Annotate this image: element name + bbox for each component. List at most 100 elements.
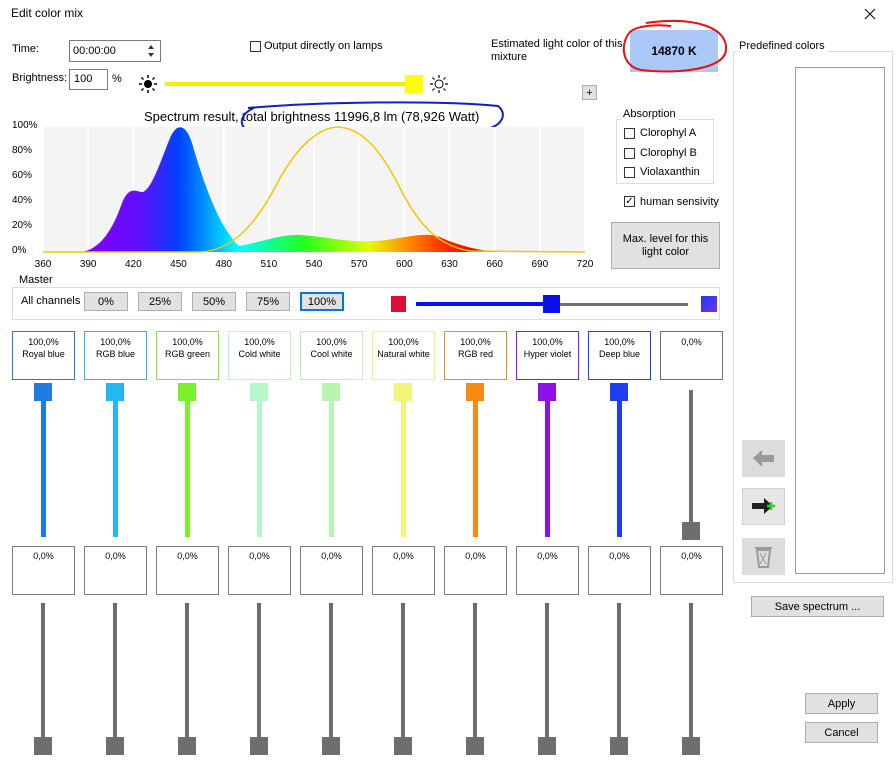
- channel-name: Hyper violet: [523, 349, 572, 359]
- channel-fill[interactable]: [184, 383, 190, 537]
- master-button[interactable]: 100%: [300, 292, 344, 311]
- channel-secondary-box: 0,0%: [12, 546, 75, 595]
- human-checkbox[interactable]: ✓: [624, 196, 635, 207]
- secondary-track[interactable]: [473, 603, 477, 743]
- channel-name: Natural white: [377, 349, 430, 359]
- max-level-button[interactable]: Max. level for this light color: [611, 222, 720, 269]
- blue-swatch: [701, 296, 717, 312]
- channel-handle[interactable]: [178, 383, 196, 401]
- channel-fill[interactable]: [112, 383, 118, 537]
- channel-track[interactable]: [689, 390, 693, 537]
- channel-fill[interactable]: [472, 383, 478, 537]
- close-button[interactable]: [862, 6, 878, 22]
- channel-fill[interactable]: [256, 383, 262, 537]
- absorption-checkbox[interactable]: [624, 147, 635, 159]
- channel-handle[interactable]: [394, 383, 412, 401]
- arrow-left-button[interactable]: [742, 440, 785, 477]
- brightness-input[interactable]: 100: [69, 69, 108, 90]
- channel-handle[interactable]: [538, 383, 556, 401]
- channel-handle[interactable]: [610, 383, 628, 401]
- secondary-track[interactable]: [41, 603, 45, 743]
- x-tick-label: 420: [124, 259, 142, 270]
- secondary-handle[interactable]: [34, 737, 52, 755]
- apply-button[interactable]: Apply: [805, 693, 878, 714]
- absorption-checkbox[interactable]: [624, 167, 635, 178]
- channel-fill[interactable]: [544, 383, 550, 537]
- brightness-slider[interactable]: [165, 82, 415, 86]
- secondary-handle[interactable]: [322, 737, 340, 755]
- channel-handle[interactable]: [466, 383, 484, 401]
- absorption-checkbox[interactable]: [624, 128, 635, 139]
- absorption-title: Absorption: [621, 108, 678, 120]
- secondary-track[interactable]: [113, 603, 117, 743]
- y-tick-label: 80%: [12, 145, 33, 156]
- predefined-title: Predefined colors: [737, 40, 827, 52]
- save-spectrum-button[interactable]: Save spectrum ...: [751, 596, 884, 617]
- time-input[interactable]: 00:00:00: [69, 40, 161, 62]
- secondary-track[interactable]: [257, 603, 261, 743]
- channel-secondary-box: 0,0%: [372, 546, 435, 595]
- secondary-handle[interactable]: [682, 737, 700, 755]
- channel-name: Cool white: [310, 349, 353, 359]
- master-title: Master: [17, 274, 55, 286]
- y-tick-label: 60%: [12, 170, 33, 181]
- channel-fill[interactable]: [400, 383, 406, 537]
- secondary-handle[interactable]: [394, 737, 412, 755]
- secondary-handle[interactable]: [466, 737, 484, 755]
- master-slider-handle[interactable]: [543, 295, 560, 313]
- channel-handle[interactable]: [682, 522, 700, 540]
- master-button[interactable]: 25%: [138, 292, 182, 311]
- add-right-button[interactable]: [742, 488, 785, 525]
- channel-box: 100,0% RGB red: [444, 331, 507, 380]
- predefined-list[interactable]: [795, 67, 885, 574]
- time-spinner[interactable]: [144, 42, 158, 60]
- master-slider-fill[interactable]: [416, 302, 551, 306]
- x-tick-label: 510: [260, 259, 278, 270]
- cancel-button[interactable]: Cancel: [805, 722, 878, 743]
- channel-box: 0,0%: [660, 331, 723, 380]
- master-slider-track[interactable]: [551, 303, 688, 306]
- channel-handle[interactable]: [250, 383, 268, 401]
- channel-handle[interactable]: [34, 383, 52, 401]
- window-title: Edit color mix: [11, 6, 84, 20]
- secondary-handle[interactable]: [250, 737, 268, 755]
- delete-button[interactable]: [742, 538, 785, 575]
- channel-value: 100,0%: [460, 337, 491, 347]
- secondary-handle[interactable]: [178, 737, 196, 755]
- secondary-track[interactable]: [545, 603, 549, 743]
- channel-handle[interactable]: [322, 383, 340, 401]
- x-tick-label: 390: [79, 259, 97, 270]
- secondary-track[interactable]: [329, 603, 333, 743]
- master-button[interactable]: 50%: [192, 292, 236, 311]
- x-tick-label: 630: [441, 259, 458, 270]
- master-button[interactable]: 0%: [84, 292, 128, 311]
- channel-secondary-box: 0,0%: [300, 546, 363, 595]
- channel-fill[interactable]: [616, 383, 622, 537]
- channel-value: 100,0%: [532, 337, 563, 347]
- channel-handle[interactable]: [106, 383, 124, 401]
- brightness-handle[interactable]: [405, 75, 423, 93]
- channel-secondary-value: 0,0%: [609, 551, 630, 561]
- secondary-handle[interactable]: [106, 737, 124, 755]
- absorption-label: Violaxanthin: [640, 166, 700, 178]
- add-button[interactable]: +: [582, 85, 597, 100]
- estimate-value: 14870 K: [630, 30, 718, 72]
- output-checkbox[interactable]: [250, 41, 261, 52]
- channel-box: 100,0% RGB green: [156, 331, 219, 380]
- master-button[interactable]: 75%: [246, 292, 290, 311]
- channel-value: 100,0%: [100, 337, 131, 347]
- secondary-handle[interactable]: [610, 737, 628, 755]
- secondary-track[interactable]: [689, 603, 693, 743]
- secondary-handle[interactable]: [538, 737, 556, 755]
- channel-fill[interactable]: [328, 383, 334, 537]
- secondary-track[interactable]: [185, 603, 189, 743]
- channel-secondary-value: 0,0%: [177, 551, 198, 561]
- secondary-track[interactable]: [617, 603, 621, 743]
- channel-fill[interactable]: [40, 383, 46, 537]
- secondary-track[interactable]: [401, 603, 405, 743]
- channel-secondary-box: 0,0%: [444, 546, 507, 595]
- channel-secondary-box: 0,0%: [588, 546, 651, 595]
- channel-value: 100,0%: [316, 337, 347, 347]
- x-tick-label: 540: [305, 259, 323, 270]
- channel-box: 100,0% Natural white: [372, 331, 435, 380]
